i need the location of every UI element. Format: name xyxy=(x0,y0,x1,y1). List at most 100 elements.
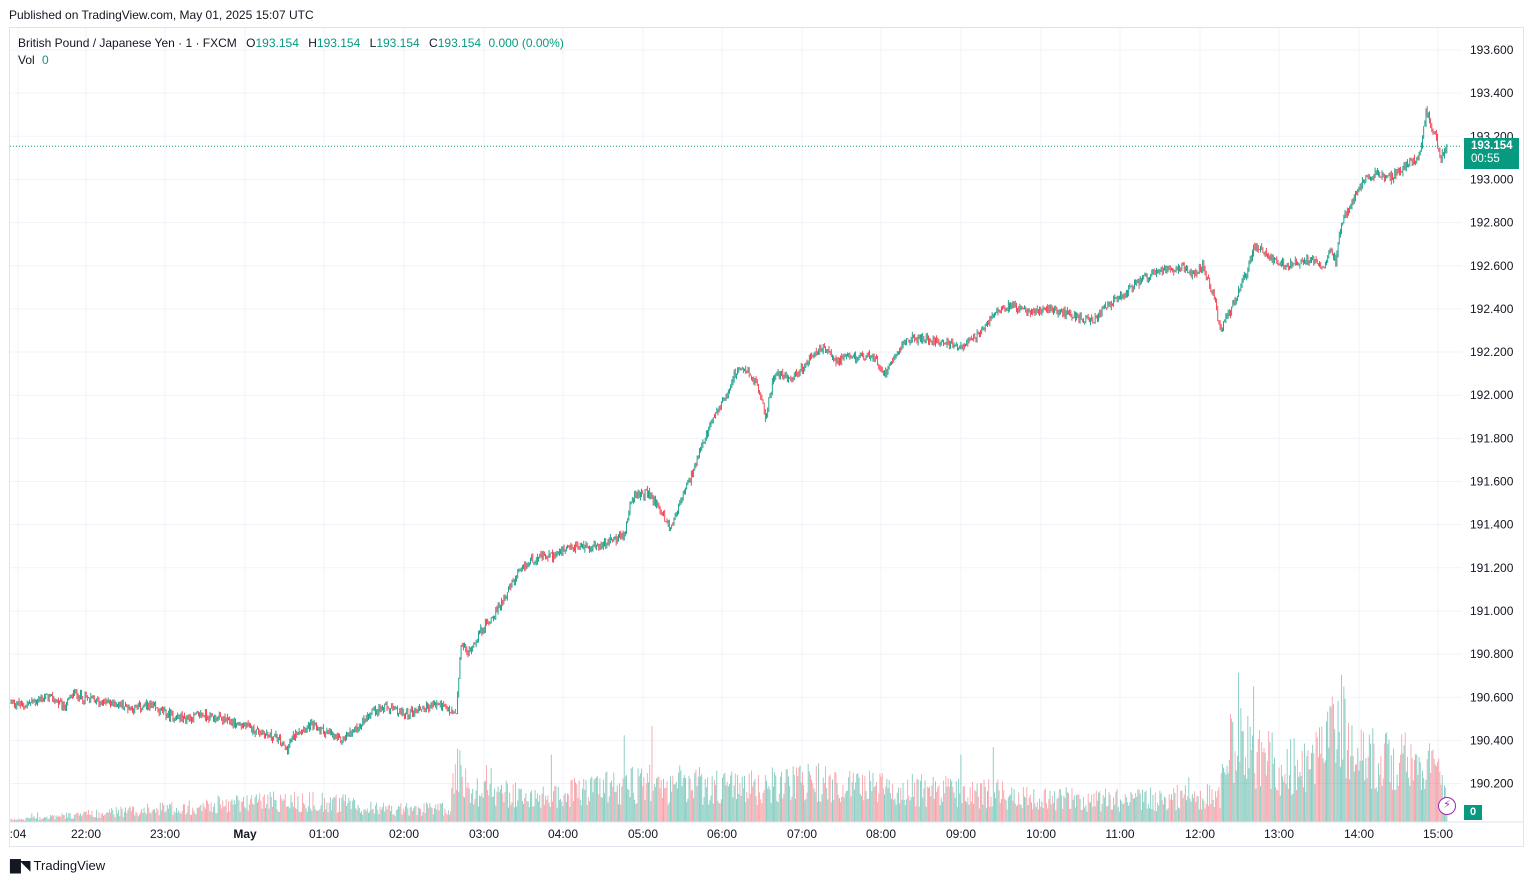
volume-bar xyxy=(365,811,367,822)
volume-bar xyxy=(1061,795,1063,822)
volume-bar xyxy=(821,794,823,822)
volume-bar xyxy=(24,820,26,822)
volume-bar xyxy=(1161,800,1163,822)
time-axis[interactable]: :04 22:00 23:00 May 01:00 02:00 03:00 04:00 05:0… xyxy=(10,821,1524,841)
volume-bar xyxy=(646,772,648,822)
volume-bar xyxy=(1398,762,1400,822)
volume-bar xyxy=(1059,789,1061,822)
volume-bar xyxy=(584,789,586,822)
price-tick-label: 190.600 xyxy=(1470,690,1514,704)
volume-bar xyxy=(516,806,518,822)
volume-bar xyxy=(934,781,936,822)
volume-bar xyxy=(329,797,331,822)
volume-bar xyxy=(125,807,126,822)
volume-bar xyxy=(718,803,720,822)
volume-bar xyxy=(875,781,877,822)
volume-bar xyxy=(1228,759,1230,822)
volume-bar xyxy=(999,803,1001,822)
volume-bar xyxy=(191,814,192,822)
volume-bar xyxy=(246,795,248,822)
volume-bar xyxy=(741,776,743,822)
volume-bar xyxy=(1331,696,1333,822)
volume-bar xyxy=(657,776,659,822)
volume-bar xyxy=(328,802,330,822)
chart-frame[interactable] xyxy=(9,27,1524,847)
volume-bar xyxy=(759,792,761,822)
volume-bar xyxy=(1071,788,1073,822)
volume-bar xyxy=(1408,777,1410,822)
volume-bar xyxy=(1199,790,1201,822)
volume-bar xyxy=(334,797,336,822)
volume-bar xyxy=(1402,753,1404,822)
volume-bar xyxy=(595,777,597,822)
price-axis[interactable]: 193.600193.400193.200193.000192.800192.6… xyxy=(1470,43,1514,791)
lightning-icon[interactable]: ⚡︎ xyxy=(1438,797,1456,815)
volume-bar xyxy=(129,806,131,822)
volume-bar xyxy=(454,764,456,822)
time-tick-label: 12:00 xyxy=(1185,827,1215,841)
volume-bar xyxy=(116,813,118,822)
volume-bar xyxy=(1187,796,1189,822)
volume-bar xyxy=(1072,799,1074,822)
volume-bar xyxy=(226,812,228,822)
tradingview-brand[interactable]: ▇◥ TradingView xyxy=(10,857,105,874)
volume-bar xyxy=(297,796,299,822)
volume-bar xyxy=(1248,768,1250,822)
volume-bar xyxy=(644,799,646,822)
volume-bar xyxy=(903,799,905,822)
volume-bar xyxy=(923,788,925,822)
volume-bar xyxy=(930,796,932,822)
volume-bar xyxy=(1162,804,1164,822)
volume-bar xyxy=(1262,752,1264,822)
volume-bar xyxy=(398,805,400,822)
volume-bar xyxy=(620,804,622,822)
volume-bar xyxy=(1305,791,1307,822)
volume-bar xyxy=(289,808,291,822)
volume-bar xyxy=(158,815,160,822)
volume-bar xyxy=(155,812,157,822)
volume-bar xyxy=(1110,809,1112,822)
volume-bar xyxy=(619,783,621,822)
volume-bar xyxy=(828,776,830,822)
volume-bar xyxy=(651,725,653,822)
volume-bar xyxy=(609,782,611,822)
volume-bar xyxy=(1300,776,1302,822)
volume-bar xyxy=(959,793,961,822)
volume-bar xyxy=(594,778,596,822)
volume-bar xyxy=(15,819,17,822)
volume-bar xyxy=(832,779,833,822)
volume-bar xyxy=(258,799,260,822)
volume-bar xyxy=(629,797,631,822)
symbol-title[interactable]: British Pound / Japanese Yen · 1 · FXCM xyxy=(18,36,237,50)
volume-bar xyxy=(823,783,825,822)
volume-bar xyxy=(370,801,372,822)
volume-bar xyxy=(1230,713,1231,822)
volume-bar xyxy=(29,818,30,822)
volume-bar xyxy=(56,816,58,822)
volume-bar xyxy=(248,804,250,822)
volume-bar xyxy=(410,806,412,822)
volume-bar xyxy=(711,776,713,822)
volume-bar xyxy=(585,780,587,822)
volume-bar xyxy=(921,774,923,822)
volume-bar xyxy=(384,811,386,822)
volume-bar xyxy=(457,748,459,822)
volume-bar xyxy=(628,789,630,822)
volume-bar xyxy=(867,798,869,822)
volume-bar xyxy=(98,811,100,822)
volume-bar xyxy=(472,788,474,822)
volume-bar xyxy=(304,804,306,822)
volume-bar xyxy=(966,802,968,822)
volume-bar xyxy=(110,812,111,822)
volume-bar xyxy=(427,804,428,822)
volume-bar xyxy=(509,792,511,822)
volume-bar xyxy=(1146,808,1148,822)
volume-bar xyxy=(679,765,681,822)
volume-bar xyxy=(985,808,987,822)
volume-bar xyxy=(1410,744,1412,822)
volume-bar xyxy=(630,768,632,822)
volume-bar xyxy=(180,813,182,822)
volume-bar xyxy=(998,790,1000,822)
bar-countdown: 00:55 xyxy=(1471,153,1500,165)
